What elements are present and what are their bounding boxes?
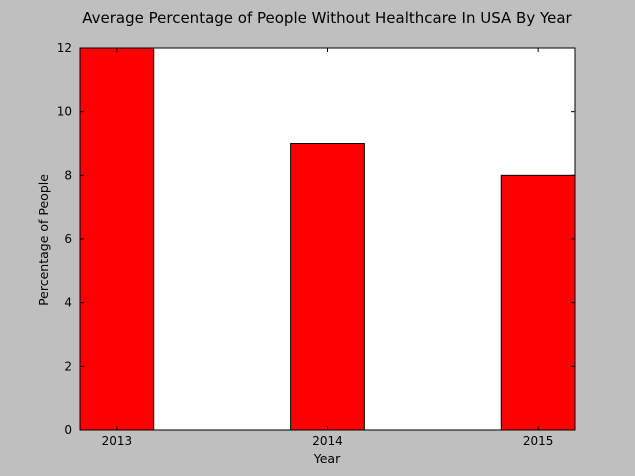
chart-title: Average Percentage of People Without Hea… [82, 9, 572, 27]
plot-frame [79, 47, 576, 431]
y-tick-label: 10 [57, 105, 72, 119]
y-tick-label: 12 [57, 41, 72, 55]
y-tick-label: 6 [64, 232, 72, 246]
ticks-group: 2013 2014 2015 0 2 4 6 8 10 12 [57, 41, 575, 448]
bar-2015 [500, 174, 576, 431]
x-tick-label: 2013 [102, 434, 133, 448]
y-tick-label: 2 [64, 359, 72, 373]
y-tick-label: 4 [64, 296, 72, 310]
x-tick-label: 2015 [523, 434, 554, 448]
bars-group [79, 47, 576, 431]
y-axis-label: Percentage of People [36, 174, 51, 306]
bar-2014 [290, 143, 365, 431]
x-tick-label: 2014 [312, 434, 343, 448]
bar-2013 [79, 47, 155, 431]
y-tick-label: 0 [64, 423, 72, 437]
y-tick-label: 8 [64, 168, 72, 182]
x-axis-label: Year [313, 451, 341, 466]
